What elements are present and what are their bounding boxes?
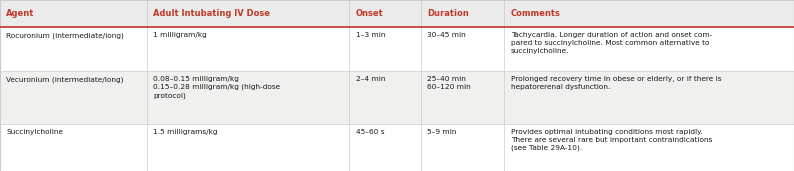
Text: Succinylcholine: Succinylcholine <box>6 129 64 135</box>
Text: 1 milligram/kg: 1 milligram/kg <box>153 32 207 38</box>
Bar <box>349 71 421 124</box>
Bar <box>421 0 504 27</box>
Bar <box>349 27 421 71</box>
Text: Agent: Agent <box>6 9 35 18</box>
Bar <box>504 27 794 71</box>
Bar <box>504 71 794 124</box>
Bar <box>147 0 349 27</box>
Text: Comments: Comments <box>511 9 561 18</box>
Text: Vecuronium (intermediate/long): Vecuronium (intermediate/long) <box>6 76 124 83</box>
Text: 5–9 min: 5–9 min <box>427 129 457 135</box>
Text: 0.08–0.15 milligram/kg
0.15–0.28 milligram/kg (high-dose
protocol): 0.08–0.15 milligram/kg 0.15–0.28 milligr… <box>153 76 280 99</box>
Bar <box>421 27 504 71</box>
Bar <box>0 27 147 71</box>
Text: 1.5 milligrams/kg: 1.5 milligrams/kg <box>153 129 218 135</box>
Bar <box>349 124 421 171</box>
Text: Prolonged recovery time in obese or elderly, or if there is
hepatorerenal dysfun: Prolonged recovery time in obese or elde… <box>511 76 721 90</box>
Text: 2–4 min: 2–4 min <box>356 76 385 82</box>
Bar <box>504 0 794 27</box>
Text: 1–3 min: 1–3 min <box>356 32 385 38</box>
Text: Duration: Duration <box>427 9 469 18</box>
Bar <box>504 124 794 171</box>
Text: Rocuronium (intermediate/long): Rocuronium (intermediate/long) <box>6 32 124 39</box>
Bar <box>147 124 349 171</box>
Bar <box>349 0 421 27</box>
Bar <box>147 27 349 71</box>
Text: 45–60 s: 45–60 s <box>356 129 384 135</box>
Bar <box>421 124 504 171</box>
Bar <box>0 71 147 124</box>
Bar <box>147 71 349 124</box>
Bar <box>0 124 147 171</box>
Bar <box>0 0 147 27</box>
Text: Onset: Onset <box>356 9 384 18</box>
Text: Provides optimal intubating conditions most rapidly.
There are several rare but : Provides optimal intubating conditions m… <box>511 129 712 151</box>
Text: 25–40 min
60–120 min: 25–40 min 60–120 min <box>427 76 471 90</box>
Bar <box>421 71 504 124</box>
Text: Adult Intubating IV Dose: Adult Intubating IV Dose <box>153 9 270 18</box>
Text: 30–45 min: 30–45 min <box>427 32 466 38</box>
Text: Tachycardia. Longer duration of action and onset com-
pared to succinylcholine. : Tachycardia. Longer duration of action a… <box>511 32 712 54</box>
